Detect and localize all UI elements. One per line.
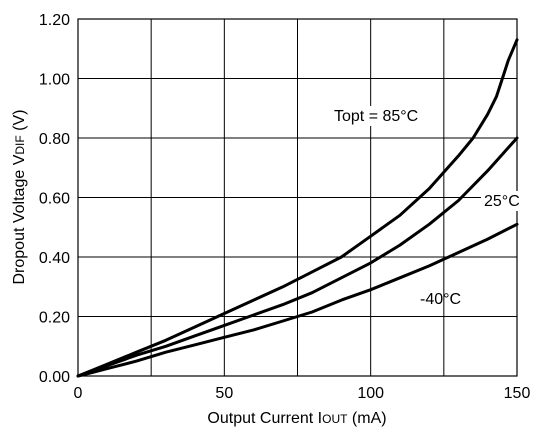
x-axis-label-main: Output Current I	[207, 410, 322, 427]
x-axis-label-unit: (mA)	[347, 410, 386, 427]
series-annotation-label: -40°C	[420, 291, 461, 308]
axis-tick-labels: 0 50 100 150 0.00 0.20 0.40 0.60 0.80 1.00 1.20	[39, 12, 531, 402]
x-tick-label: 150	[504, 385, 531, 402]
series-annotations: Topt = 85°C 25°C -40°C	[331, 106, 523, 308]
y-tick-label: 0.80	[39, 131, 70, 148]
x-tick-label: 0	[74, 385, 83, 402]
y-tick-label: 0.20	[39, 310, 70, 327]
series-line-25c	[76, 136, 519, 378]
series-line-85c	[76, 38, 519, 378]
y-tick-label: 1.20	[39, 12, 70, 29]
y-tick-label: 1.00	[39, 72, 70, 89]
y-axis-label: Dropout Voltage VDIF (V)	[11, 110, 28, 285]
series-line-minus40c	[76, 222, 519, 378]
x-tick-label: 50	[215, 385, 233, 402]
y-axis-label-unit: (V)	[11, 110, 28, 136]
y-axis-label-main: Dropout Voltage V	[11, 154, 28, 284]
series-annotation-label: Topt = 85°C	[334, 108, 418, 125]
series-lines	[76, 38, 519, 378]
annotation-background	[481, 191, 523, 211]
series-annotation-label: 25°C	[484, 193, 520, 210]
y-tick-label: 0.60	[39, 191, 70, 208]
y-tick-label: 0.40	[39, 250, 70, 267]
y-tick-label: 0.00	[39, 369, 70, 386]
x-axis-label: Output Current IOUT (mA)	[207, 410, 386, 427]
x-axis-label-subscript: OUT	[322, 412, 348, 426]
grid-lines	[78, 19, 517, 376]
annotation-background	[331, 106, 434, 126]
x-tick-label: 100	[357, 385, 384, 402]
y-axis-label-subscript: DIF	[13, 135, 27, 154]
